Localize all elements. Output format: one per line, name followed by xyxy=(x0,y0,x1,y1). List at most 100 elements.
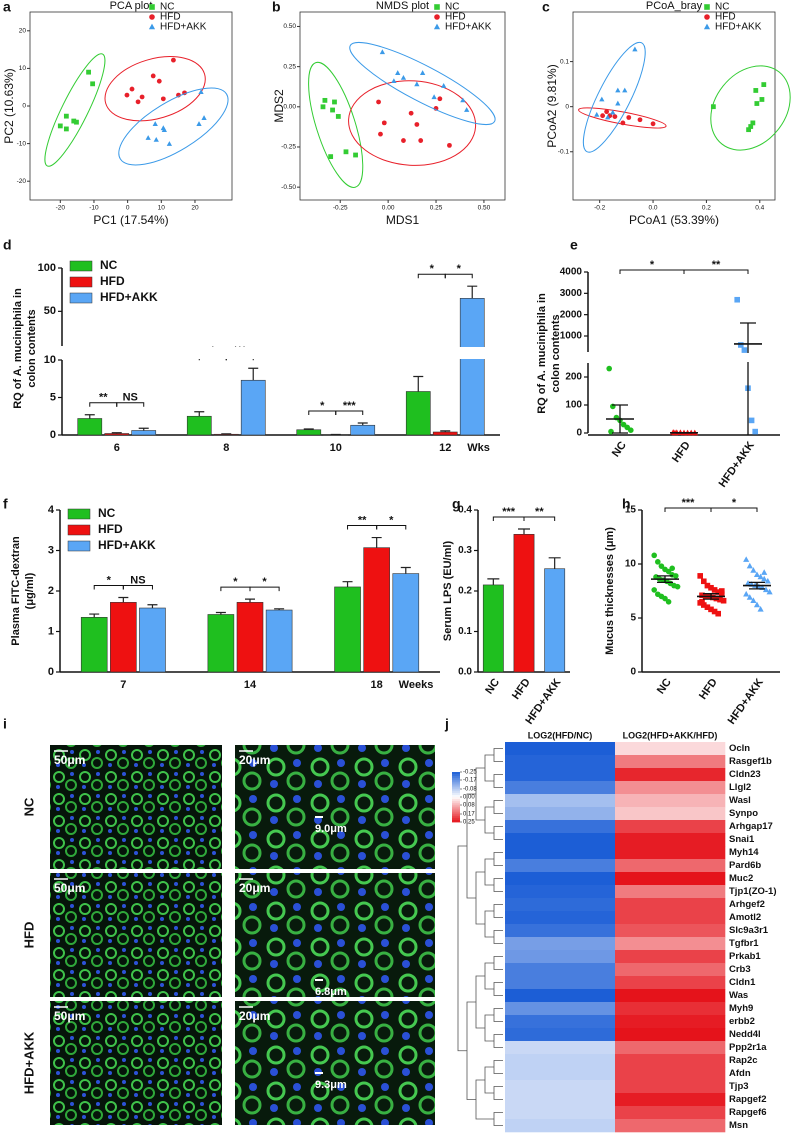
legend-label: HFD xyxy=(160,12,181,23)
bar xyxy=(186,415,212,436)
point xyxy=(761,569,768,575)
significance-label: NS xyxy=(130,574,145,586)
point xyxy=(400,75,407,80)
point xyxy=(437,96,443,102)
legend-label: NC xyxy=(160,2,174,13)
heatmap-cell xyxy=(505,1054,616,1068)
row-label: Muc2 xyxy=(729,873,753,884)
error-bar xyxy=(371,536,382,548)
significance-label: * xyxy=(457,263,462,275)
y-tick-label: 5 xyxy=(630,613,636,624)
heatmap-cell xyxy=(615,1080,726,1094)
point xyxy=(720,597,727,604)
heatmap-cell xyxy=(505,950,616,964)
point xyxy=(665,599,672,605)
point xyxy=(447,142,452,148)
heatmap-cell xyxy=(615,924,726,938)
significance-bracket xyxy=(376,525,407,530)
confidence-ellipse xyxy=(582,41,646,153)
dendrogram-branch xyxy=(484,754,494,782)
point xyxy=(622,87,628,93)
colorbar-step xyxy=(452,813,460,817)
error-bar xyxy=(357,422,368,426)
dendrogram-branch xyxy=(484,1014,494,1042)
bar xyxy=(513,533,535,673)
x-unit: Weeks xyxy=(399,679,434,691)
row-label: Ppp2r1a xyxy=(729,1042,767,1053)
error-bar xyxy=(118,596,129,603)
significance-label: * xyxy=(320,400,325,412)
point xyxy=(734,296,740,303)
point xyxy=(464,107,470,112)
legend-label: NC xyxy=(100,258,118,272)
legend-swatch xyxy=(69,292,93,304)
measurement-label: 9.3μm xyxy=(315,1079,347,1091)
point xyxy=(431,94,437,100)
colorbar-step xyxy=(452,807,460,810)
error-bar xyxy=(749,581,765,590)
point xyxy=(753,88,759,93)
legend-marker xyxy=(149,14,155,20)
row-label: Tjp3 xyxy=(729,1081,749,1092)
row-label: Llgl2 xyxy=(729,782,751,793)
bar xyxy=(236,602,264,673)
dendrogram-branch xyxy=(493,878,503,892)
measurement-label: 9.0μm xyxy=(315,823,347,835)
significance-label: * xyxy=(732,497,737,509)
point xyxy=(594,111,600,117)
colorbar-step xyxy=(452,794,460,798)
heatmap-cell xyxy=(505,1119,616,1133)
y-axis-label: colon contents xyxy=(550,314,562,392)
point xyxy=(761,82,767,87)
dendrogram-branch xyxy=(466,1001,476,1100)
point xyxy=(408,110,414,116)
y-tick-label: 5 xyxy=(50,391,56,403)
plot-frame xyxy=(29,11,233,201)
heatmap-cell xyxy=(505,1002,616,1016)
x-axis-label: MDS1 xyxy=(386,213,420,227)
point xyxy=(63,126,69,132)
heatmap-cell xyxy=(615,859,726,873)
legend-label: HFD xyxy=(98,522,123,536)
scale-bar-label: 50μm xyxy=(54,1009,85,1023)
plot-frame xyxy=(299,11,506,201)
y-tick-label: -0.50 xyxy=(281,184,296,191)
confidence-ellipse xyxy=(349,42,496,125)
significance-bracket xyxy=(683,269,749,274)
bar xyxy=(240,379,266,436)
error-bar xyxy=(657,575,673,584)
point xyxy=(605,114,611,120)
heatmap-cell xyxy=(505,833,616,847)
significance-label: * xyxy=(233,576,238,588)
y-tick-label: 4000 xyxy=(560,267,583,278)
x-tick-label: HFD xyxy=(697,676,720,701)
point xyxy=(748,417,755,424)
scale-bar-label: 50μm xyxy=(54,753,85,767)
x-tick-label: NC xyxy=(610,439,629,459)
x-tick-label: 0.50 xyxy=(478,205,491,212)
scale-bar-label: 20μm xyxy=(239,1009,270,1023)
point xyxy=(711,587,718,593)
significance-label: * xyxy=(262,576,267,588)
legend-swatch xyxy=(67,508,91,520)
dendrogram-branch xyxy=(484,1066,494,1094)
colorbar-step xyxy=(452,809,460,812)
colorbar-label: 0.00 xyxy=(463,795,475,801)
chart-title: NMDS plot xyxy=(376,0,429,12)
panel-letter: h xyxy=(622,496,631,512)
point xyxy=(753,601,761,608)
y-tick-label: 2000 xyxy=(560,309,583,320)
heatmap-cell xyxy=(615,1002,726,1016)
row-label: Rapgef2 xyxy=(729,1094,766,1105)
colorbar-step xyxy=(452,815,460,819)
y-tick-label: -0.25 xyxy=(281,144,296,151)
heatmap-cell xyxy=(615,807,726,821)
point xyxy=(669,565,675,572)
heatmap-cell xyxy=(615,1054,726,1068)
heatmap-cell xyxy=(505,807,616,821)
colorbar-step xyxy=(452,784,460,787)
column-label: LOG2(HFD/NC) xyxy=(528,730,593,740)
heatmap-cell xyxy=(505,820,616,834)
chart-title: PCA plot xyxy=(110,0,153,12)
dendrogram-branch xyxy=(484,806,494,834)
